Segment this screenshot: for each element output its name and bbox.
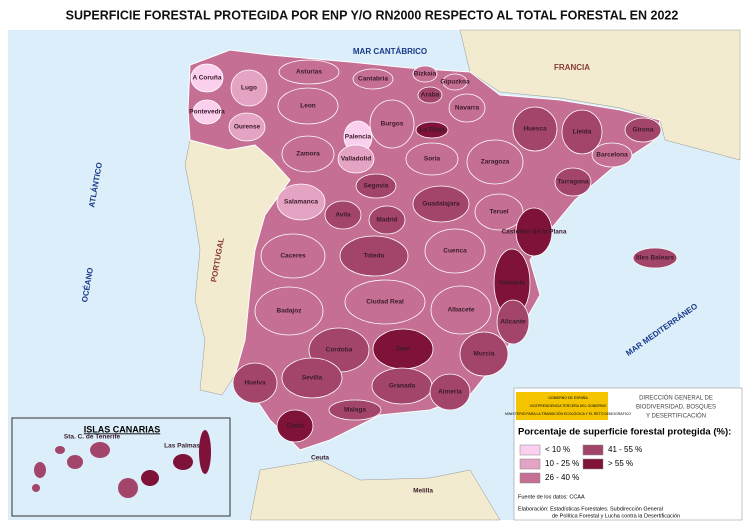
city-label: Ceuta <box>311 455 329 462</box>
province-label: Ciudad Real <box>366 299 404 306</box>
province-label: Ourense <box>234 124 261 131</box>
island <box>173 454 193 470</box>
province-label: Illes Balears <box>636 255 674 262</box>
province-label: Soria <box>424 156 441 163</box>
province-label: Palencia <box>345 134 372 141</box>
province-label: Granada <box>389 383 416 390</box>
province-label: Huesca <box>523 126 547 133</box>
province-label: Zamora <box>296 151 320 158</box>
province-label: Alicante <box>500 319 526 326</box>
province-label: Murcia <box>474 351 495 358</box>
island <box>90 442 110 458</box>
map-title: SUPERFICIE FORESTAL PROTEGIDA POR ENP Y/… <box>66 8 679 22</box>
source: Fuente de los datos: CCAA <box>518 494 585 500</box>
province-label: Barcelona <box>596 152 628 159</box>
island <box>55 446 65 454</box>
island <box>141 470 159 486</box>
province-label: Asturias <box>296 69 322 76</box>
province-label: Leon <box>300 103 316 110</box>
province-label: Teruel <box>489 209 508 216</box>
province-label: Lleida <box>573 129 592 136</box>
legend-label: 26 - 40 % <box>545 473 579 482</box>
province-label: Guadalajara <box>422 201 460 208</box>
geo-label: FRANCIA <box>554 63 590 72</box>
province-label: Girona <box>633 127 654 134</box>
province-label: Tarragona <box>557 179 589 186</box>
province-label: Badajoz <box>277 308 303 315</box>
province-label: Burgos <box>381 121 404 128</box>
province-label: A Coruña <box>192 75 221 82</box>
legend-swatch <box>583 445 603 455</box>
province-label: Araba <box>421 92 440 99</box>
island <box>34 462 46 478</box>
province-label: Castellon de la Plana <box>501 229 566 236</box>
legend-swatch <box>520 445 540 455</box>
province-label: Las Palmas <box>164 443 200 450</box>
legend-label: > 55 % <box>608 459 633 468</box>
province-label: Sta. C. de Tenerife <box>64 434 121 441</box>
island <box>118 478 138 498</box>
elaboration: Elaboración: Estadísticas Forestales. Su… <box>518 506 663 512</box>
geo-label: MAR CANTÁBRICO <box>353 47 427 56</box>
legend-title: Porcentaje de superficie forestal proteg… <box>518 427 731 438</box>
logo-text: GOBIERNO DE ESPAÑA <box>548 395 588 400</box>
province-label: La Rioja <box>419 127 445 134</box>
province-label: Albacete <box>447 307 474 314</box>
elaboration: de Política Forestal y Lucha contra la D… <box>552 513 680 519</box>
logo-text: VICEPRESIDENCIA TERCERA DEL GOBIERNO <box>530 404 607 408</box>
map: A Coruña Pontevedra Lugo Ourense Asturias Can… <box>0 0 744 523</box>
province-label: Malaga <box>344 407 366 414</box>
province-label: Madrid <box>376 217 397 224</box>
city-label: Melilla <box>413 488 433 495</box>
province-label: Huelva <box>244 380 266 387</box>
legend-label: 41 - 55 % <box>608 445 642 454</box>
legend-label: 10 - 25 % <box>545 459 579 468</box>
province-label: Cordoba <box>326 347 353 354</box>
legend-swatch <box>583 459 603 469</box>
directorate: BIODIVERSIDAD, BOSQUES <box>636 405 716 411</box>
province-label: Salamanca <box>284 199 318 206</box>
legend-swatch <box>520 459 540 469</box>
province-label: Bizkaia <box>414 71 437 78</box>
province-label: Cuenca <box>443 248 467 255</box>
province-label: Pontevedra <box>189 109 225 116</box>
directorate: Y DESERTIFICACIÓN <box>646 413 706 420</box>
province-label: Lugo <box>241 85 257 92</box>
province-label: Sevilla <box>302 375 323 382</box>
province-label: Avila <box>335 212 351 219</box>
province-label: Navarra <box>455 105 480 112</box>
province-label: Gipuzkoa <box>440 79 470 86</box>
province-label: Zaragoza <box>481 159 510 166</box>
province-label: Cadiz <box>286 423 304 430</box>
province-label: Segovia <box>364 183 389 190</box>
province-label: Toledo <box>364 253 385 260</box>
legend-swatch <box>520 473 540 483</box>
directorate: DIRECCIÓN GENERAL DE <box>639 395 713 402</box>
province-label: Valladolid <box>341 156 371 163</box>
province-label: Jaen <box>396 346 411 353</box>
island <box>67 455 83 469</box>
province-label: Caceres <box>280 253 306 260</box>
island <box>199 430 211 474</box>
province-label: Almeria <box>438 389 462 396</box>
island <box>32 484 40 492</box>
logo-text: MINISTERIO PARA LA TRANSICIÓN ECOLÓGICA … <box>505 411 631 416</box>
legend-label: < 10 % <box>545 445 570 454</box>
province-label: Cantabria <box>358 76 388 83</box>
province-label: Valencia <box>499 280 525 287</box>
